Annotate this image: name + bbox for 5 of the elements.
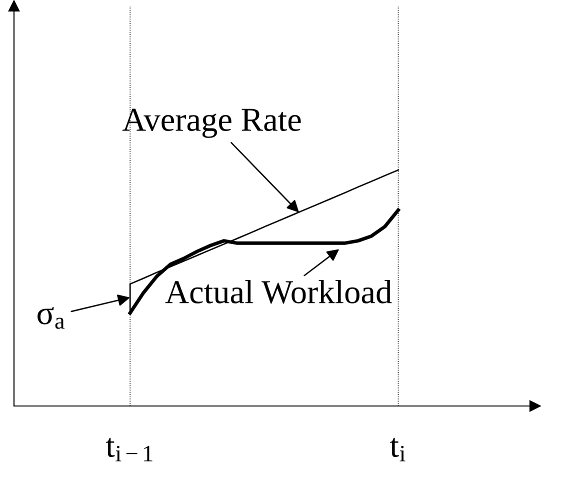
text: Average Rate xyxy=(122,108,301,138)
annotation: Actual Workload xyxy=(165,280,392,304)
x-tick-label: t$_{i}$ xyxy=(390,438,406,462)
x-tick-label: t$_{i−1}$ xyxy=(106,438,152,462)
text: σ$_{a}$ xyxy=(38,307,65,329)
